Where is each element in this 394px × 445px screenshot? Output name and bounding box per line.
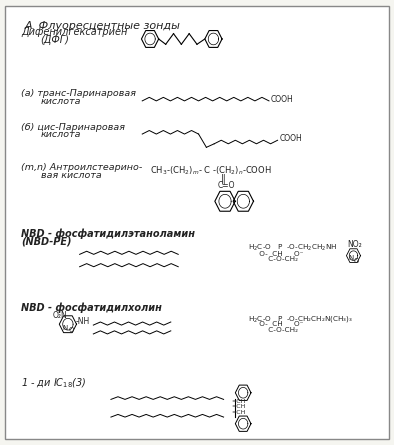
Text: C=O: C=O [217, 181, 235, 190]
Text: (а) транс-Паринаровая: (а) транс-Паринаровая [21, 89, 136, 98]
Text: 1 - ди IC$_{18}$(3): 1 - ди IC$_{18}$(3) [21, 376, 87, 390]
Text: =CH: =CH [231, 404, 246, 409]
Text: (m,n) Антроилстеарино-: (m,n) Антроилстеарино- [21, 163, 142, 172]
Text: H$_2$C-O   P  -O-CH$_2$CH$_2$NH: H$_2$C-O P -O-CH$_2$CH$_2$NH [248, 243, 337, 253]
Text: кислота: кислота [41, 97, 81, 106]
Text: N: N [62, 324, 67, 331]
Text: O: O [69, 327, 74, 333]
Text: (NBD-PE): (NBD-PE) [21, 237, 71, 247]
Text: COOH: COOH [280, 134, 302, 143]
Text: NBD - фосфатидилхолин: NBD - фосфатидилхолин [21, 303, 162, 313]
Text: H$_2$C-O   P  -O-CH₂CH₂N(CH₃)₃: H$_2$C-O P -O-CH₂CH₂N(CH₃)₃ [248, 314, 353, 324]
Text: (б) цис-Паринаровая: (б) цис-Паринаровая [21, 123, 125, 132]
Text: ‖: ‖ [221, 174, 225, 184]
Text: CH$_3$-(CH$_2$)$_m$- C -(CH$_2$)$_n$-COOH: CH$_3$-(CH$_2$)$_m$- C -(CH$_2$)$_n$-COO… [150, 165, 271, 178]
Text: COOH: COOH [271, 95, 294, 104]
Text: Дифенилгексатриен: Дифенилгексатриен [21, 27, 127, 36]
Text: =CH: =CH [231, 409, 246, 415]
Text: N: N [349, 255, 354, 261]
Text: (ДФГ): (ДФГ) [41, 36, 69, 45]
Text: =CH: =CH [231, 399, 246, 404]
Text: NO₂: NO₂ [348, 240, 362, 249]
Text: O-  CH     O⁻: O- CH O⁻ [248, 251, 303, 257]
Text: NBD - фосфатидилэтаноламин: NBD - фосфатидилэтаноламин [21, 228, 195, 239]
Text: кислота: кислота [41, 130, 81, 139]
Text: O: O [353, 258, 359, 264]
Text: вая кислота: вая кислота [41, 171, 101, 180]
Text: C-O-CH₂: C-O-CH₂ [248, 327, 298, 333]
Text: А. Флуоресцентные зонды: А. Флуоресцентные зонды [25, 21, 181, 31]
Text: C-O-CH₂: C-O-CH₂ [248, 256, 298, 263]
FancyBboxPatch shape [5, 6, 389, 439]
Text: O₂N: O₂N [52, 311, 67, 320]
Text: -NH: -NH [76, 317, 90, 326]
Text: O-  CH     O⁻: O- CH O⁻ [248, 321, 303, 328]
